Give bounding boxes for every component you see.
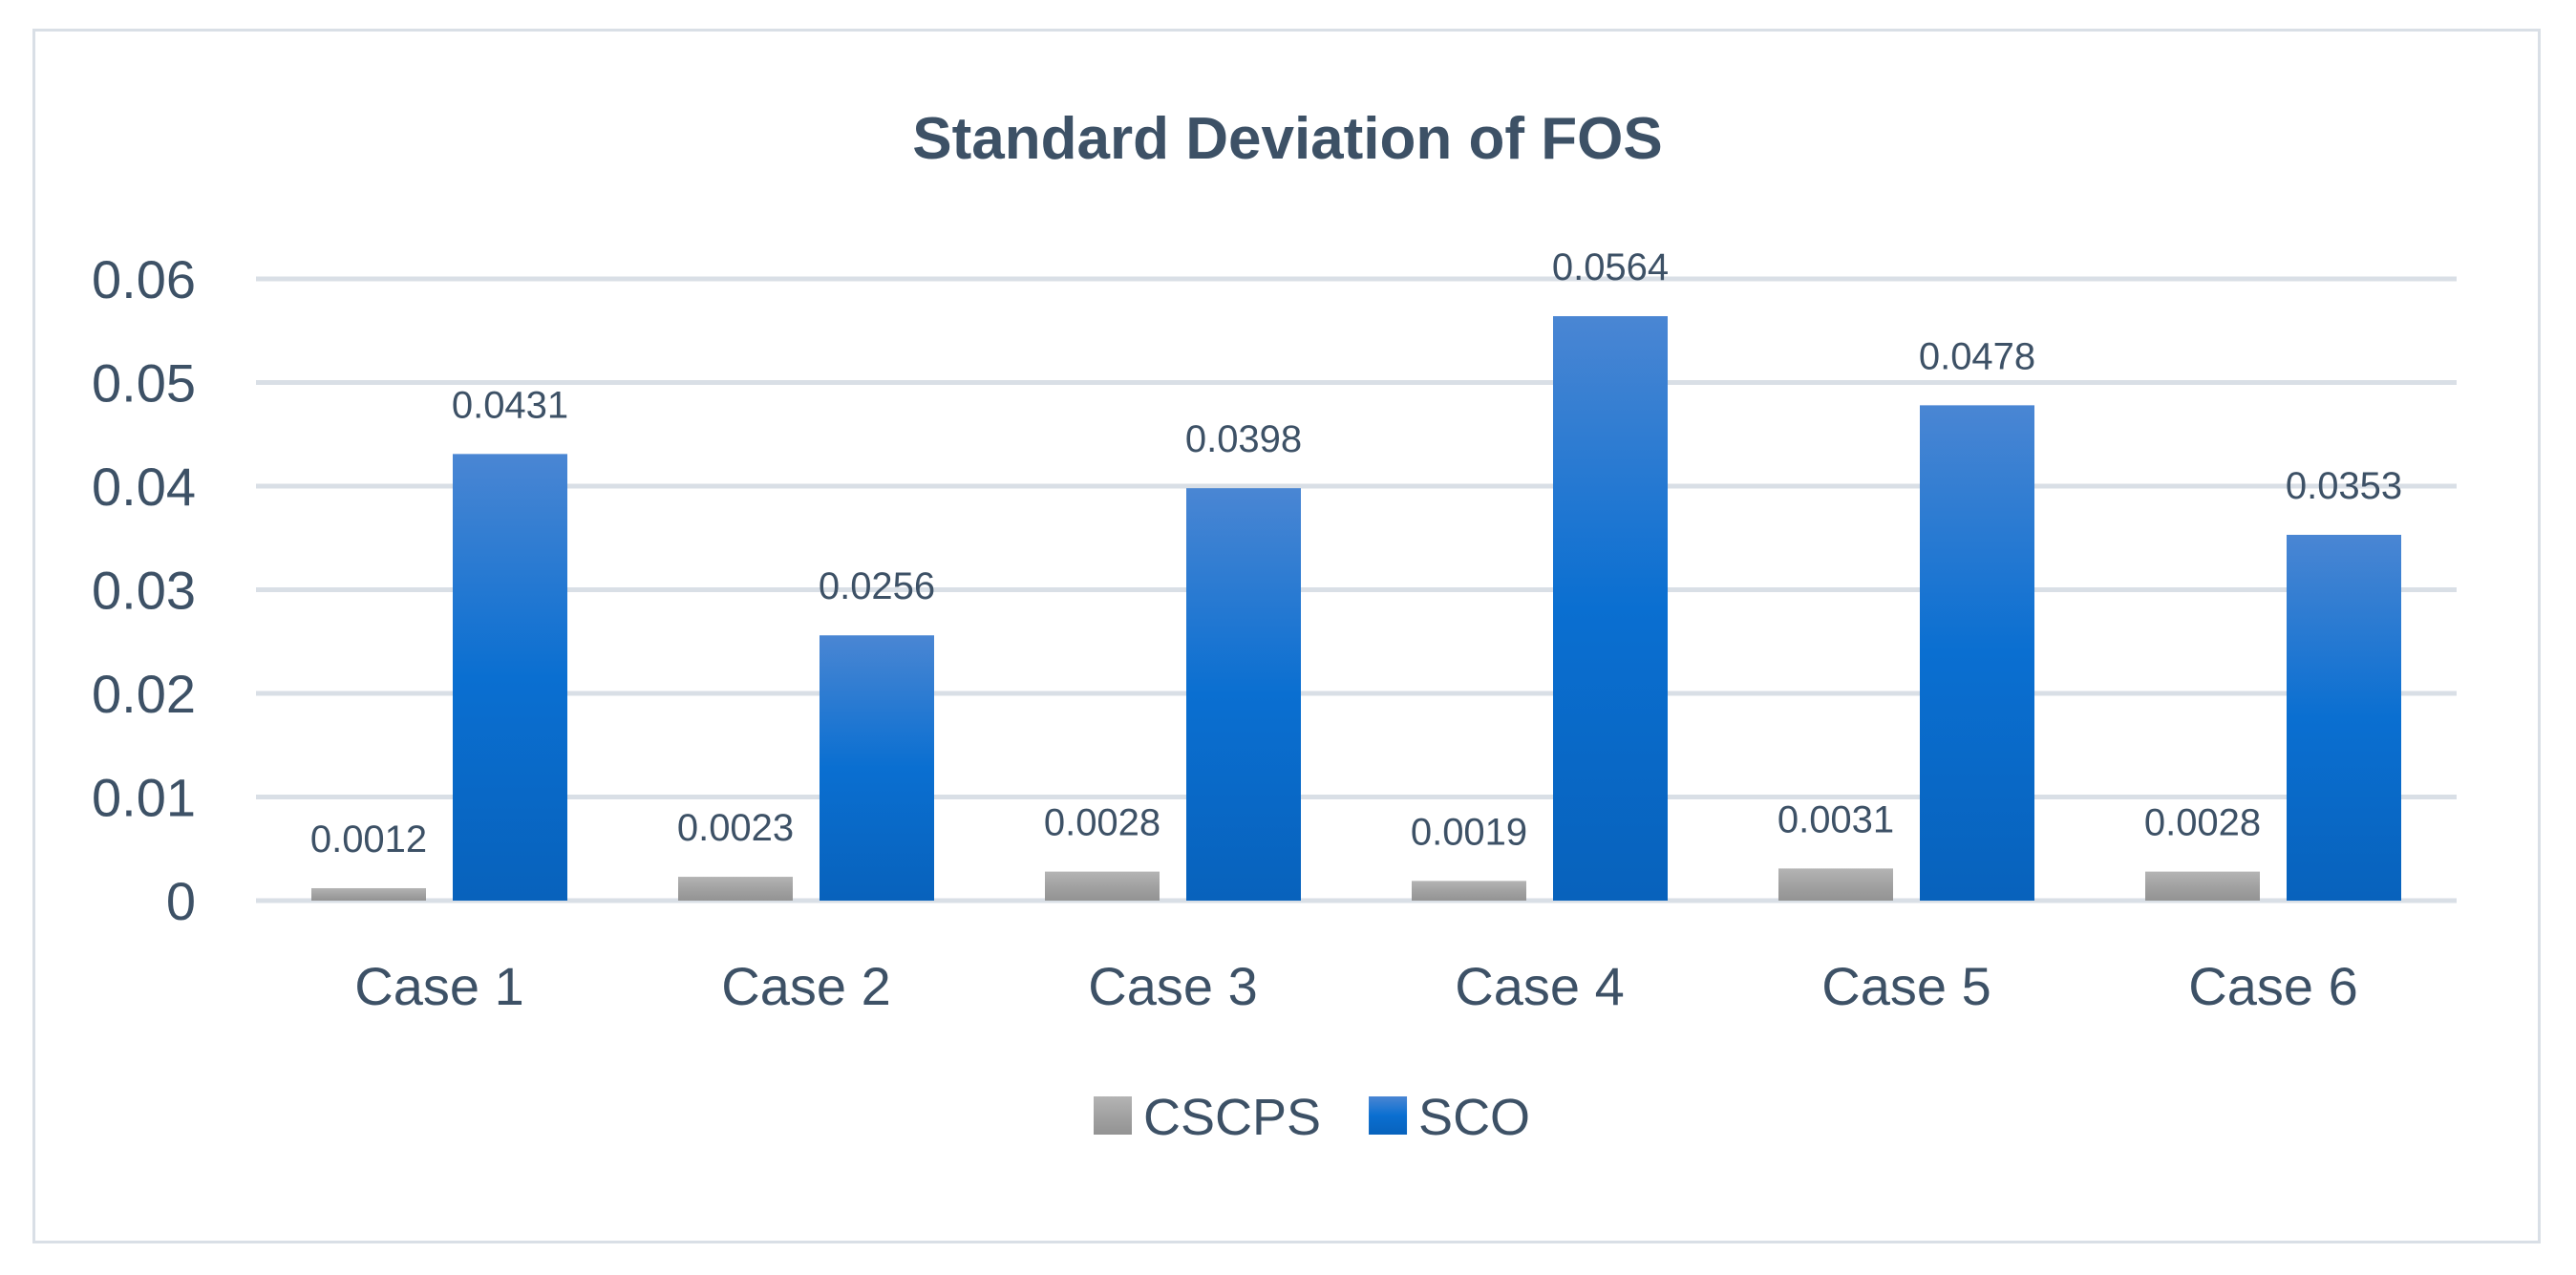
data-label-cscps-1: 0.0012 xyxy=(310,818,427,861)
bar-sco-3 xyxy=(1186,488,1301,901)
x-category-label: Case 3 xyxy=(1088,956,1257,1016)
y-tick-label: 0.03 xyxy=(92,561,196,621)
data-label-sco-2: 0.0256 xyxy=(819,565,935,607)
x-axis-categories: Case 1 Case 2 Case 3 Case 4 Case 5 Case 6 xyxy=(354,956,2357,1016)
y-tick-label: 0.04 xyxy=(92,457,196,517)
y-tick-label: 0 xyxy=(166,871,196,931)
bar-sco-5 xyxy=(1920,405,2034,901)
chart-title: Standard Deviation of FOS xyxy=(912,106,1662,172)
legend-label-cscps: CSCPS xyxy=(1143,1089,1321,1146)
gridlines xyxy=(256,276,2457,903)
bar-cscps-4 xyxy=(1412,881,1526,901)
legend-label-sco: SCO xyxy=(1418,1089,1530,1146)
bar-cscps-2 xyxy=(678,877,793,901)
bar-cscps-5 xyxy=(1778,868,1893,901)
y-tick-label: 0.05 xyxy=(92,353,196,414)
bar-sco-2 xyxy=(820,635,934,901)
x-category-label: Case 6 xyxy=(2188,956,2357,1016)
data-label-sco-1: 0.0431 xyxy=(452,384,568,426)
y-tick-label: 0.01 xyxy=(92,768,196,828)
data-label-sco-4: 0.0564 xyxy=(1552,246,1669,288)
bar-sco-6 xyxy=(2287,534,2401,901)
y-tick-label: 0.02 xyxy=(92,664,196,724)
legend-swatch-sco xyxy=(1369,1096,1408,1135)
data-label-cscps-4: 0.0019 xyxy=(1411,811,1527,853)
data-label-sco-3: 0.0398 xyxy=(1185,418,1302,460)
y-axis-ticks: 0 0.01 0.02 0.03 0.04 0.05 0.06 xyxy=(92,249,196,931)
bar-cscps-6 xyxy=(2145,871,2260,901)
data-label-sco-6: 0.0353 xyxy=(2286,465,2402,507)
y-tick-label: 0.06 xyxy=(92,249,196,309)
data-labels: 0.0012 0.0431 0.0023 0.0256 0.0028 0.0398 0.00… xyxy=(310,246,2402,861)
legend-swatch-cscps xyxy=(1094,1096,1132,1135)
data-label-cscps-3: 0.0028 xyxy=(1044,802,1160,844)
bar-cscps-1 xyxy=(311,887,426,901)
data-label-cscps-6: 0.0028 xyxy=(2144,802,2261,844)
x-category-label: Case 1 xyxy=(354,956,523,1016)
bar-sco-4 xyxy=(1553,316,1668,901)
x-category-label: Case 5 xyxy=(1821,956,1991,1016)
legend: CSCPS SCO xyxy=(1094,1089,1530,1146)
bar-cscps-3 xyxy=(1045,871,1160,901)
data-label-cscps-5: 0.0031 xyxy=(1778,798,1894,840)
bars xyxy=(311,316,2401,901)
data-label-cscps-2: 0.0023 xyxy=(677,807,794,849)
data-label-sco-5: 0.0478 xyxy=(1919,335,2035,377)
x-category-label: Case 2 xyxy=(721,956,890,1016)
x-category-label: Case 4 xyxy=(1455,956,1624,1016)
bar-sco-1 xyxy=(453,454,567,901)
